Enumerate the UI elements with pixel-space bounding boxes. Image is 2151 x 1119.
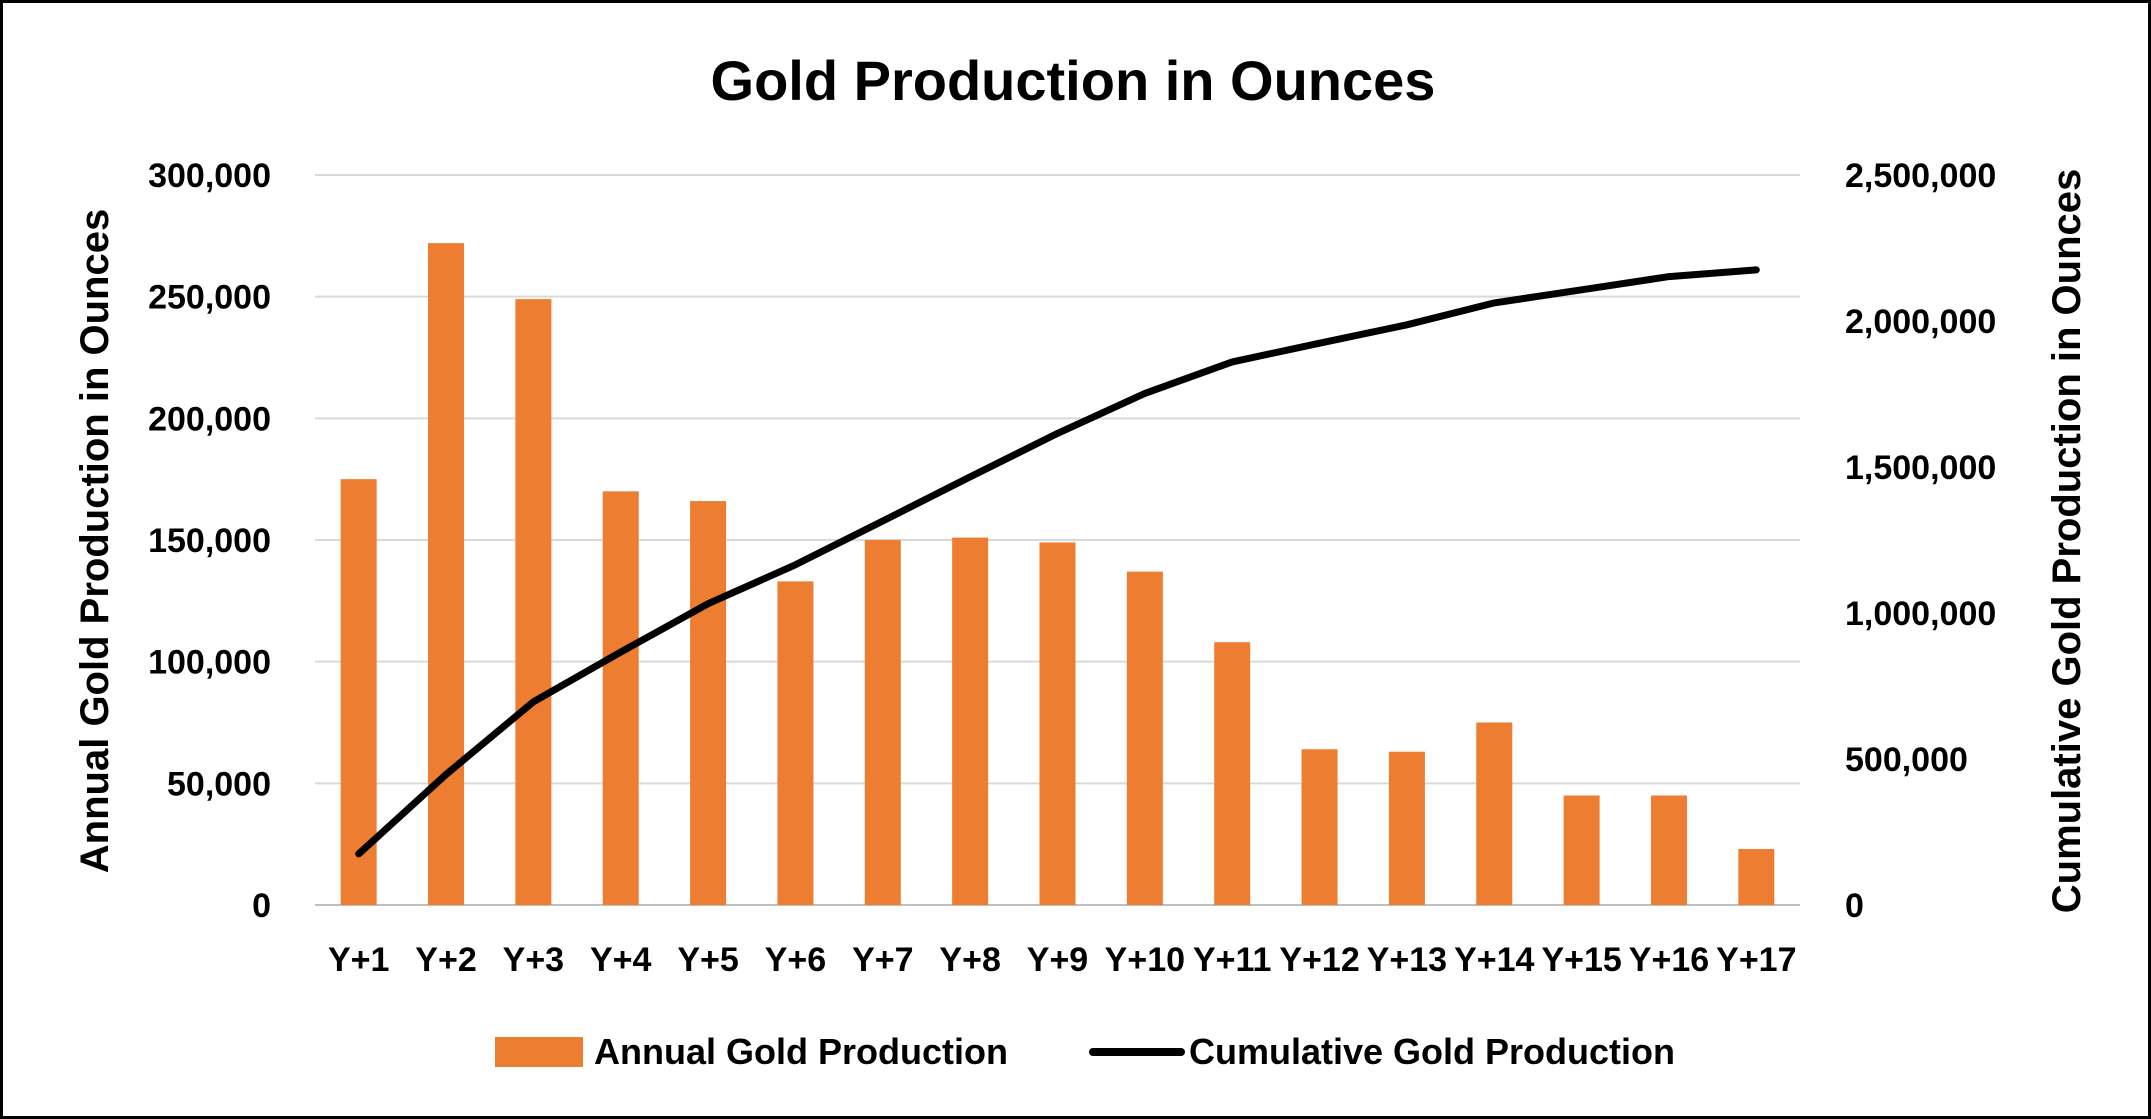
x-tick-label: Y+8	[939, 941, 1000, 979]
x-tick-label: Y+14	[1454, 941, 1534, 979]
left-tick-label: 150,000	[148, 522, 271, 560]
bar	[777, 581, 814, 905]
right-tick-label: 1,500,000	[1845, 449, 1996, 487]
x-tick-label: Y+7	[852, 941, 913, 979]
chart-title: Gold Production in Ounces	[711, 49, 1436, 112]
x-tick-label: Y+10	[1105, 941, 1185, 979]
left-axis-label: Annual Gold Production in Ounces	[73, 209, 117, 873]
bar	[690, 501, 727, 905]
x-tick-label: Y+4	[590, 941, 652, 979]
x-tick-label: Y+2	[415, 941, 476, 979]
bar-series-annual	[340, 243, 1775, 906]
x-tick-label: Y+3	[503, 941, 564, 979]
x-tick-label: Y+12	[1279, 941, 1359, 979]
bar	[1388, 751, 1425, 905]
x-tick-label: Y+13	[1367, 941, 1447, 979]
bar	[952, 537, 989, 905]
legend: Annual Gold Production Cumulative Gold P…	[495, 1031, 1675, 1072]
left-tick-label: 250,000	[148, 279, 271, 317]
right-tick-label: 0	[1845, 887, 1864, 925]
legend-label-annual: Annual Gold Production	[594, 1031, 1008, 1072]
right-tick-label: 500,000	[1845, 741, 1968, 779]
bar	[1126, 571, 1163, 905]
bar	[428, 243, 465, 906]
right-axis-ticks: 0 500,000 1,000,000 1,500,000 2,000,000 2,500…	[1845, 157, 1996, 925]
x-tick-label: Y+11	[1193, 941, 1271, 979]
bar	[1563, 795, 1600, 905]
left-tick-label: 50,000	[167, 765, 271, 803]
x-axis-ticks: Y+1 Y+2 Y+3 Y+4 Y+5 Y+6 Y+7 Y+8 Y+9 Y+10 Y+11 Y+12 Y…	[328, 941, 1797, 979]
gold-production-chart: Gold Production in Ounces 0 50,000 100,000…	[73, 49, 2089, 1072]
right-tick-label: 2,500,000	[1845, 157, 1996, 195]
legend-label-cumulative: Cumulative Gold Production	[1189, 1031, 1675, 1072]
bar	[1738, 849, 1775, 905]
bar	[1650, 795, 1687, 905]
bar	[515, 299, 552, 906]
x-tick-label: Y+6	[765, 941, 826, 979]
x-tick-label: Y+15	[1541, 941, 1621, 979]
bar	[1301, 749, 1338, 905]
bar	[602, 491, 639, 905]
x-tick-label: Y+5	[677, 941, 738, 979]
left-tick-label: 300,000	[148, 157, 271, 195]
x-tick-label: Y+9	[1027, 941, 1088, 979]
right-tick-label: 1,000,000	[1845, 595, 1996, 633]
line-series-cumulative	[355, 266, 1760, 858]
x-tick-label: Y+16	[1629, 941, 1709, 979]
left-tick-label: 200,000	[148, 400, 271, 438]
left-axis-ticks: 0 50,000 100,000 150,000 200,000 250,000 300,0…	[148, 157, 271, 925]
bar	[1214, 642, 1251, 905]
legend-swatch-annual	[495, 1037, 583, 1067]
bar	[1476, 722, 1513, 905]
cumulative-line	[355, 266, 1760, 858]
bar	[864, 540, 901, 905]
x-tick-label: Y+17	[1716, 941, 1796, 979]
bar	[340, 479, 377, 905]
x-tick-label: Y+1	[328, 941, 389, 979]
right-tick-label: 2,000,000	[1845, 303, 1996, 341]
right-axis-label: Cumulative Gold Production in Ounces	[2045, 169, 2089, 914]
bar	[1039, 542, 1076, 905]
left-tick-label: 0	[252, 887, 271, 925]
left-tick-label: 100,000	[148, 644, 271, 682]
